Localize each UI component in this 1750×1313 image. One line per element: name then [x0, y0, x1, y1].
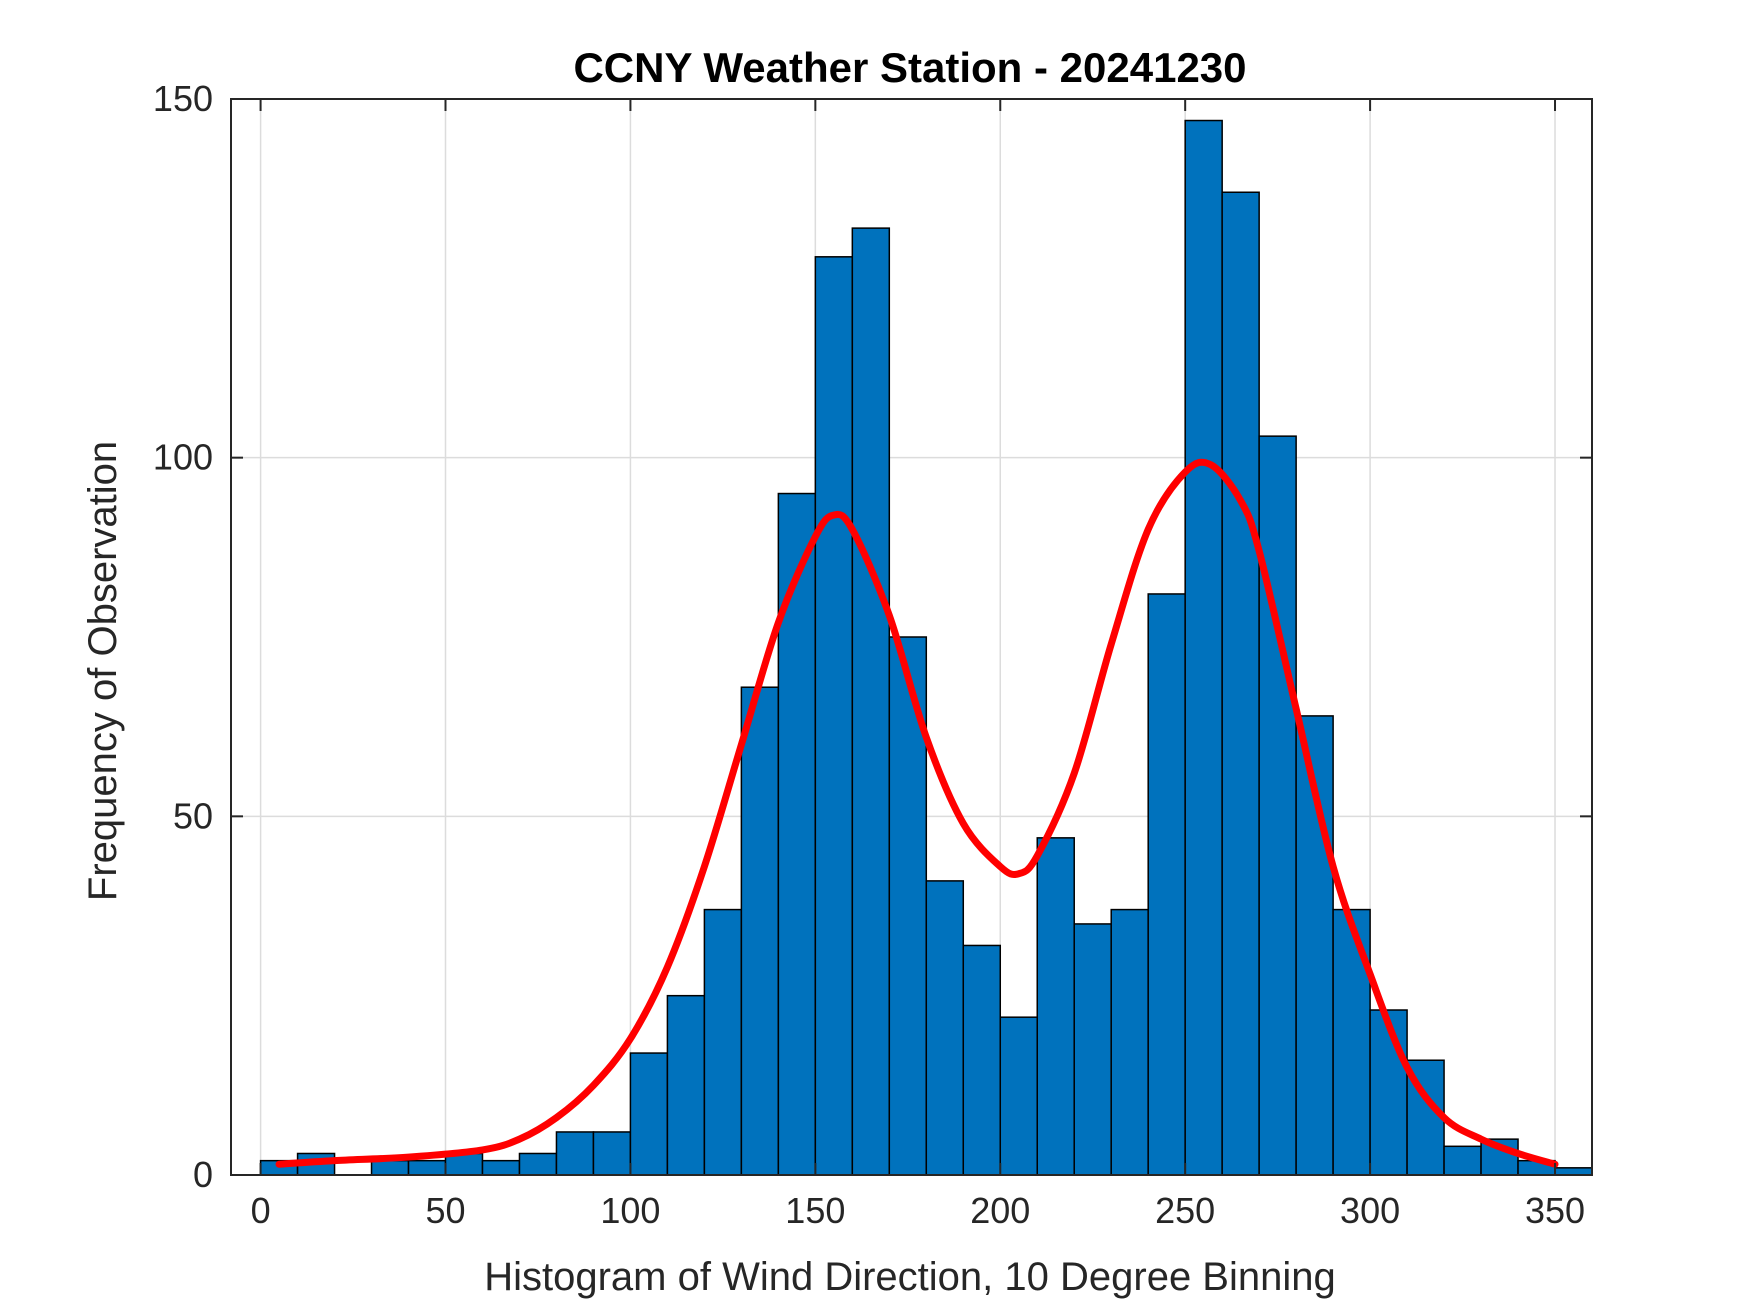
axis-ticks [231, 98, 1592, 1176]
histogram-bar [777, 492, 817, 1176]
x-tick-label: 50 [425, 1190, 465, 1231]
x-tick-label: 150 [785, 1190, 845, 1231]
histogram-bar [1554, 1167, 1593, 1176]
histogram-bar [1184, 119, 1223, 1176]
histogram-bar [370, 1159, 410, 1176]
histogram-bar [555, 1131, 595, 1176]
histogram-bar [1369, 1009, 1408, 1176]
histogram-bar [407, 1159, 447, 1176]
x-tick-label: 300 [1340, 1190, 1400, 1231]
histogram-bar [814, 256, 854, 1176]
histogram-bar [851, 227, 891, 1176]
histogram-bar [629, 1052, 669, 1176]
histogram-bars [259, 119, 1593, 1176]
histogram-bar [740, 686, 780, 1176]
chart-title: CCNY Weather Station - 20241230 [573, 44, 1246, 91]
y-tick-labels: 0 50 100 150 [153, 78, 213, 1195]
histogram-bar [1147, 593, 1186, 1176]
y-tick-label: 0 [193, 1154, 213, 1195]
histogram-bar [1073, 923, 1112, 1176]
x-tick-label: 200 [970, 1190, 1030, 1231]
x-tick-label: 250 [1155, 1190, 1215, 1231]
y-tick-label: 100 [153, 437, 213, 478]
x-axis-label: Histogram of Wind Direction, 10 Degree B… [484, 1255, 1336, 1299]
histogram-bar [1110, 908, 1149, 1176]
x-tick-label: 100 [600, 1190, 660, 1231]
x-tick-label: 0 [251, 1190, 271, 1231]
histogram-bar [1221, 191, 1260, 1176]
x-tick-labels: 0 50 100 150 200 250 300 350 [251, 1190, 1585, 1231]
histogram-bar [1258, 435, 1297, 1176]
histogram-bar [999, 1016, 1038, 1176]
histogram-bar [925, 880, 965, 1176]
axes-box [230, 98, 1593, 1176]
histogram-bar [962, 944, 1002, 1176]
y-tick-label: 150 [153, 78, 213, 119]
histogram-bar [1443, 1145, 1482, 1176]
fit-curve [275, 458, 1559, 1168]
y-tick-label: 50 [173, 795, 213, 836]
histogram-bar [666, 994, 706, 1176]
y-axis-label: Frequency of Observation [81, 441, 125, 901]
histogram-bar [481, 1159, 521, 1176]
histogram-bar [518, 1152, 558, 1176]
histogram-bar [1036, 837, 1075, 1176]
x-tick-label: 350 [1525, 1190, 1585, 1231]
histogram-bar [703, 908, 743, 1176]
histogram-bar [592, 1131, 632, 1176]
